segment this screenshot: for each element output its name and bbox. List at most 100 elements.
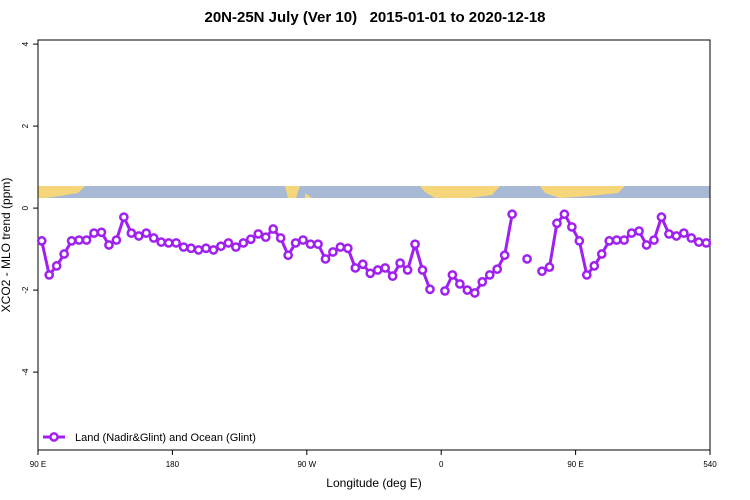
data-point (537, 266, 547, 277)
x-tick-label: 90 W (297, 460, 316, 469)
data-point (260, 232, 271, 243)
y-tick-label: -2 (21, 286, 30, 294)
data-point (357, 259, 368, 270)
data-point (477, 277, 488, 287)
data-point (380, 263, 391, 273)
data-point (492, 264, 503, 275)
data-point (559, 209, 570, 220)
x-tick-label: 540 (703, 460, 717, 469)
data-point (335, 242, 346, 252)
data-point (104, 240, 114, 250)
data-point (581, 270, 592, 280)
data-point (649, 235, 659, 245)
legend-label: Land (Nadir&Glint) and Ocean (Glint) (75, 432, 256, 444)
data-point (499, 250, 510, 261)
data-point (604, 236, 615, 246)
data-point (193, 245, 204, 255)
data-point (425, 284, 435, 295)
data-point (133, 231, 144, 241)
x-tick-label: 90 E (30, 460, 46, 469)
data-point (126, 228, 137, 238)
data-point (328, 247, 338, 257)
data-point (395, 258, 405, 268)
data-point (544, 262, 555, 272)
x-tick-label: 180 (166, 460, 180, 469)
data-point (223, 238, 234, 248)
data-point (686, 233, 697, 243)
data-point (596, 249, 607, 259)
legend-marker (49, 432, 59, 442)
y-tick-label: 4 (21, 41, 30, 46)
data-point (245, 234, 256, 245)
y-tick-label: 0 (21, 205, 30, 210)
data-point (567, 222, 577, 232)
data-point (447, 270, 458, 280)
data-point (163, 238, 174, 248)
data-point (208, 245, 219, 255)
data-point (81, 235, 92, 245)
map-strip (38, 186, 710, 198)
data-point (96, 227, 107, 238)
data-point (350, 263, 361, 273)
data-point (462, 285, 473, 295)
data-point (231, 242, 241, 252)
data-point (74, 235, 84, 245)
data-point (522, 254, 532, 264)
data-point (656, 212, 667, 222)
data-point (671, 231, 682, 241)
data-point (320, 254, 331, 264)
data-point (313, 239, 323, 250)
data-point (89, 228, 99, 238)
data-point (693, 237, 704, 247)
data-point (701, 238, 712, 248)
x-axis-label: Longitude (deg E) (326, 476, 421, 490)
data-point (402, 265, 413, 275)
data-point (626, 228, 637, 238)
y-axis-label: XCO2 - MLO trend (ppm) (0, 178, 13, 313)
data-point (141, 228, 152, 238)
data-point (410, 239, 420, 250)
data-point (679, 228, 689, 238)
data-point (641, 240, 652, 250)
data-point (552, 218, 562, 229)
data-point (111, 235, 122, 245)
data-point (59, 249, 69, 259)
x-tick-label: 0 (439, 460, 444, 469)
data-point (574, 236, 585, 246)
data-point (44, 270, 55, 280)
data-point (290, 238, 301, 248)
data-point (36, 236, 47, 246)
data-point (268, 224, 279, 234)
chart-title: 20N-25N July (Ver 10) 2015-01-01 to 2020… (204, 9, 545, 26)
data-point (216, 241, 226, 252)
data-point (119, 212, 129, 222)
data-point (275, 233, 286, 243)
data-point (365, 268, 376, 279)
data-point (455, 279, 465, 289)
data-point (66, 236, 77, 246)
data-point (664, 229, 674, 239)
data-point (298, 235, 308, 245)
data-point (148, 233, 159, 243)
data-point (417, 265, 428, 275)
data-point (156, 237, 167, 247)
data-point (343, 243, 353, 254)
data-point (186, 243, 196, 254)
y-tick-label: 2 (21, 123, 30, 128)
y-tick-label: -4 (21, 368, 30, 376)
data-point (171, 238, 181, 248)
data-point (51, 261, 62, 271)
data-point (253, 229, 264, 239)
data-point (507, 209, 517, 220)
data-point (589, 261, 600, 271)
data-point (283, 250, 293, 261)
data-point (484, 270, 495, 280)
data-point (619, 235, 629, 245)
data-point (440, 286, 450, 296)
data-point (634, 226, 644, 236)
data-point (469, 288, 480, 298)
data-point (387, 271, 398, 282)
data-point (201, 243, 211, 254)
data-point (238, 238, 249, 248)
